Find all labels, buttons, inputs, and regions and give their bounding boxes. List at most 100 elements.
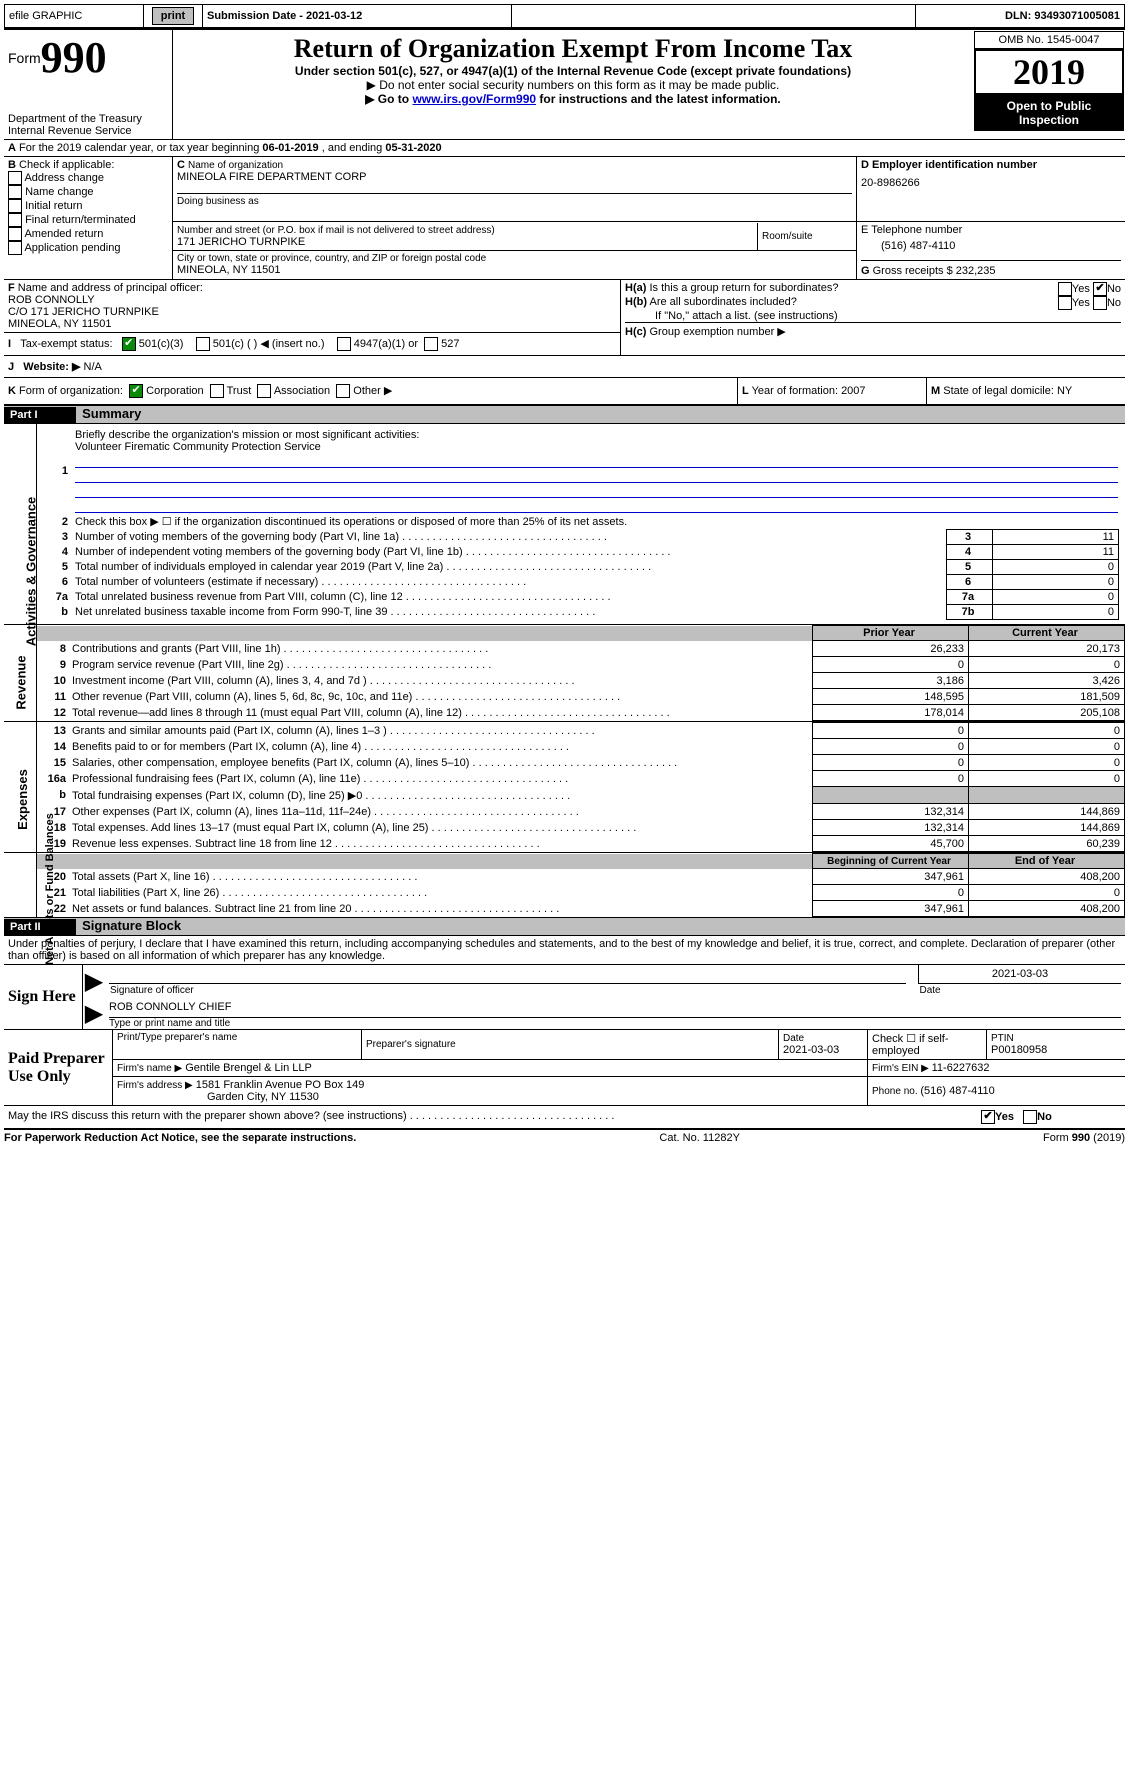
chk-assoc[interactable] bbox=[257, 384, 271, 398]
b-check-label: Check if applicable: bbox=[16, 159, 114, 171]
f-h-block: F Name and address of principal officer:… bbox=[4, 280, 1125, 356]
line-text: Other revenue (Part VIII, column (A), li… bbox=[72, 689, 813, 705]
part2-bar: Part II bbox=[4, 919, 76, 935]
prior-val: 45,700 bbox=[813, 836, 969, 852]
line-text: Total number of individuals employed in … bbox=[74, 560, 947, 575]
firm-name: Gentile Brengel & Lin LLP bbox=[185, 1062, 312, 1074]
chk-other[interactable] bbox=[336, 384, 350, 398]
chk-trust[interactable] bbox=[210, 384, 224, 398]
org-name: MINEOLA FIRE DEPARTMENT CORP bbox=[177, 171, 852, 183]
top-bar: efile GRAPHIC print Submission Date - 20… bbox=[4, 4, 1125, 28]
line-text: Revenue less expenses. Subtract line 18 … bbox=[72, 836, 813, 852]
line-num: 10 bbox=[37, 673, 72, 689]
b-label: B bbox=[8, 159, 16, 171]
q1-num: 1 bbox=[43, 428, 74, 514]
omb-number: OMB No. 1545-0047 bbox=[974, 31, 1124, 49]
current-year-hdr: Current Year bbox=[969, 626, 1125, 641]
ha-no[interactable] bbox=[1093, 282, 1107, 296]
hb-no[interactable] bbox=[1093, 296, 1107, 310]
l-label: L bbox=[742, 385, 749, 397]
website-value: N/A bbox=[84, 361, 102, 373]
street-label: Number and street (or P.O. box if mail i… bbox=[177, 225, 753, 236]
prior-val: 26,233 bbox=[813, 641, 969, 657]
f-label: F bbox=[8, 282, 15, 294]
section-a: A For the 2019 calendar year, or tax yea… bbox=[4, 140, 1125, 157]
chk-application-pending[interactable] bbox=[8, 241, 22, 255]
curr-val: 0 bbox=[969, 657, 1125, 673]
form990-link[interactable]: www.irs.gov/Form990 bbox=[412, 92, 536, 106]
curr-val: 0 bbox=[969, 755, 1125, 771]
goto-post: for instructions and the latest informat… bbox=[536, 92, 781, 106]
a-text2: , and ending bbox=[322, 142, 386, 154]
form-title: Return of Organization Exempt From Incom… bbox=[181, 34, 965, 64]
a-label: A bbox=[8, 142, 16, 154]
klm-row: K Form of organization: Corporation Trus… bbox=[4, 378, 1125, 406]
chk-initial-return[interactable] bbox=[8, 199, 22, 213]
tax-year: 2019 bbox=[974, 49, 1124, 95]
g-label: G bbox=[861, 265, 870, 277]
line-text: Number of independent voting members of … bbox=[74, 545, 947, 560]
line-text: Professional fundraising fees (Part IX, … bbox=[72, 771, 813, 787]
chk-address-change[interactable] bbox=[8, 171, 22, 185]
k-trust: Trust bbox=[227, 385, 252, 397]
e-label: E Telephone number bbox=[861, 224, 1121, 236]
i-opt1: 501(c)(3) bbox=[139, 338, 184, 350]
chk-final-return[interactable] bbox=[8, 213, 22, 227]
q2-num: 2 bbox=[43, 514, 74, 529]
c-label: C bbox=[177, 159, 185, 171]
irs-label: Internal Revenue Service bbox=[8, 125, 168, 137]
firm-ein-lbl: Firm's EIN ▶ bbox=[872, 1063, 932, 1074]
line-text: Program service revenue (Part VIII, line… bbox=[72, 657, 813, 673]
ha-label: H(a) bbox=[625, 282, 646, 294]
l-text: Year of formation: 2007 bbox=[749, 385, 866, 397]
hb-yes[interactable] bbox=[1058, 296, 1072, 310]
line-text: Investment income (Part VIII, column (A)… bbox=[72, 673, 813, 689]
city-value: MINEOLA, NY 11501 bbox=[177, 264, 852, 276]
line-text: Total fundraising expenses (Part IX, col… bbox=[72, 787, 813, 804]
i-opt4: 527 bbox=[441, 338, 459, 350]
chk-name-change[interactable] bbox=[8, 185, 22, 199]
ptin-lbl: PTIN bbox=[991, 1033, 1121, 1044]
prior-val: 132,314 bbox=[813, 804, 969, 820]
line-box: 7a bbox=[947, 590, 993, 605]
chk-527[interactable] bbox=[424, 337, 438, 351]
chk-4947[interactable] bbox=[337, 337, 351, 351]
b-item-3: Final return/terminated bbox=[25, 214, 136, 226]
discuss-yes[interactable] bbox=[981, 1110, 995, 1124]
firm-phone-lbl: Phone no. bbox=[872, 1086, 920, 1097]
chk-amended[interactable] bbox=[8, 227, 22, 241]
line-num: 11 bbox=[37, 689, 72, 705]
m-text: State of legal domicile: NY bbox=[940, 385, 1072, 397]
line-text: Grants and similar amounts paid (Part IX… bbox=[72, 723, 813, 739]
vlabel-expenses: Expenses bbox=[15, 769, 30, 830]
tax-end: 05-31-2020 bbox=[385, 142, 441, 154]
ha-yes[interactable] bbox=[1058, 282, 1072, 296]
phone-value: (516) 487-4110 bbox=[861, 236, 1121, 260]
goto-pre: ▶ Go to bbox=[365, 92, 412, 106]
room-label: Room/suite bbox=[762, 231, 852, 242]
k-assoc: Association bbox=[274, 385, 330, 397]
prior-val bbox=[813, 787, 969, 804]
part2-title: Signature Block bbox=[82, 918, 181, 933]
j-label: J bbox=[8, 361, 14, 373]
k-other: Other ▶ bbox=[353, 385, 392, 397]
ha-yes-lbl: Yes bbox=[1072, 283, 1090, 295]
hb-label: H(b) bbox=[625, 296, 647, 308]
line-num: 6 bbox=[43, 575, 74, 590]
line-num: b bbox=[43, 605, 74, 620]
prior-val: 347,961 bbox=[813, 869, 969, 885]
bcy-hdr: Beginning of Current Year bbox=[813, 854, 969, 869]
prior-val: 132,314 bbox=[813, 820, 969, 836]
line-text: Total expenses. Add lines 13–17 (must eq… bbox=[72, 820, 813, 836]
chk-501c3[interactable] bbox=[122, 337, 136, 351]
k-corp: Corporation bbox=[146, 385, 203, 397]
print-button[interactable]: print bbox=[152, 7, 194, 25]
city-label: City or town, state or province, country… bbox=[177, 253, 852, 264]
line-box: 3 bbox=[947, 530, 993, 545]
line-box: 5 bbox=[947, 560, 993, 575]
chk-501c[interactable] bbox=[196, 337, 210, 351]
line-val: 0 bbox=[993, 605, 1119, 620]
discuss-no[interactable] bbox=[1023, 1110, 1037, 1124]
discuss-row: May the IRS discuss this return with the… bbox=[4, 1105, 1125, 1128]
chk-corp[interactable] bbox=[129, 384, 143, 398]
